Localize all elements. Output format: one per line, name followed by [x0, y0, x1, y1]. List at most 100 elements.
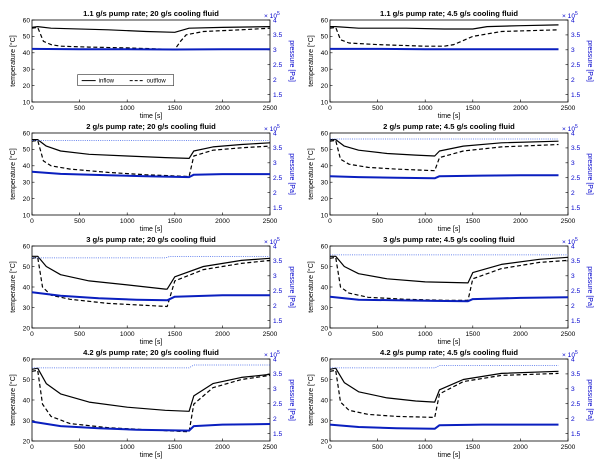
- y2-tick-label: 4: [571, 17, 575, 24]
- x-tick-label: 0: [328, 105, 332, 112]
- x-tick-label: 0: [328, 218, 332, 225]
- y-tick-label: 20: [23, 325, 31, 332]
- y2-tick-label: 3: [571, 386, 575, 393]
- y-tick-label: 50: [23, 34, 31, 41]
- chart-panel-4: 2 g/s pump rate; 4.5 g/s cooling fluid 0 5…: [307, 122, 593, 233]
- plot-frame: [329, 132, 569, 216]
- y2-tick-label: 3.5: [273, 371, 282, 378]
- panel-title: 4.2 g/s pump rate; 4.5 g/s cooling fluid: [380, 348, 518, 357]
- x-tick-label: 2500: [263, 331, 278, 338]
- y2-tick-label: 3: [571, 160, 575, 167]
- y-tick-label: 40: [23, 50, 31, 57]
- x-tick-label: 1000: [418, 331, 433, 338]
- x-tick-label: 1000: [120, 218, 135, 225]
- y2-exponent-label: × 105: [264, 11, 280, 20]
- series-line-inflow: [330, 24, 559, 30]
- x-tick-label: 0: [328, 444, 332, 451]
- pressure-line: [329, 423, 559, 430]
- x-tick-label: 1000: [120, 331, 135, 338]
- y-tick-label: 50: [23, 377, 31, 384]
- y2-tick-label: 3: [273, 47, 277, 54]
- y-tick-label: 60: [321, 130, 329, 137]
- y-tick-label: 20: [23, 196, 31, 203]
- x-tick-label: 1500: [465, 444, 480, 451]
- y-tick-label: 30: [321, 418, 329, 425]
- chart-panel-6: 3 g/s pump rate; 4.5 g/s cooling fluid 0 5…: [307, 235, 593, 346]
- y2-tick-label: 2.5: [571, 62, 580, 69]
- x-axis-label: time [s]: [438, 452, 461, 459]
- x-axis-label: time [s]: [438, 113, 461, 120]
- y-tick-label: 40: [321, 163, 329, 170]
- y-tick-label: 40: [23, 397, 31, 404]
- y2-tick-label: 2.5: [273, 175, 282, 182]
- y2-tick-label: 3: [273, 273, 277, 280]
- y-tick-label: 40: [321, 284, 329, 291]
- y-tick-label: 50: [23, 264, 31, 271]
- x-tick-label: 2000: [215, 331, 230, 338]
- y2-tick-label: 3: [571, 273, 575, 280]
- y2-tick-label: 1.5: [273, 205, 282, 212]
- x-axis-label: time [s]: [140, 226, 163, 233]
- y2-tick-label: 2: [273, 303, 277, 310]
- x-tick-label: 1500: [167, 218, 182, 225]
- x-tick-label: 0: [328, 331, 332, 338]
- y-axis-label: temperature [°C]: [9, 374, 17, 425]
- y-tick-label: 60: [23, 356, 31, 363]
- legend-label-inflow: inflow: [99, 79, 115, 85]
- y2-tick-label: 2.5: [273, 401, 282, 408]
- y2-tick-label: 1.5: [273, 318, 282, 325]
- y2-tick-label: 4: [273, 17, 277, 24]
- y-tick-label: 10: [321, 99, 329, 106]
- y-tick-label: 60: [321, 356, 329, 363]
- y2-tick-label: 1.5: [273, 92, 282, 99]
- y2-tick-label: 2: [273, 416, 277, 423]
- x-tick-label: 2500: [561, 331, 576, 338]
- y2-tick-label: 1.5: [571, 92, 580, 99]
- x-tick-label: 2500: [561, 444, 576, 451]
- y-axis-label: temperature [°C]: [307, 374, 315, 425]
- x-tick-label: 500: [74, 218, 85, 225]
- y2-tick-label: 3.5: [273, 32, 282, 39]
- y-tick-label: 50: [321, 147, 329, 154]
- y-axis-label: temperature [°C]: [9, 148, 17, 199]
- y-tick-label: 50: [23, 147, 31, 154]
- y-tick-label: 30: [23, 180, 31, 187]
- y2-tick-label: 4: [273, 356, 277, 363]
- y-tick-label: 40: [321, 397, 329, 404]
- y-tick-label: 30: [321, 67, 329, 74]
- y2-tick-label: 3.5: [571, 145, 580, 152]
- panel-title: 2 g/s pump rate; 4.5 g/s cooling fluid: [383, 122, 515, 131]
- y-tick-label: 30: [23, 67, 31, 74]
- y2-tick-label: 1.5: [571, 318, 580, 325]
- y2-exponent-label: × 105: [264, 124, 280, 133]
- y-tick-label: 40: [23, 163, 31, 170]
- y2-tick-label: 2: [273, 77, 277, 84]
- y2-tick-label: 2: [571, 416, 575, 423]
- y2-tick-label: 3.5: [571, 371, 580, 378]
- x-tick-label: 0: [30, 444, 34, 451]
- series-line-outflow: [329, 26, 559, 47]
- y2-axis-label: pressure [Pa]: [288, 266, 295, 308]
- y2-tick-label: 2.5: [571, 175, 580, 182]
- x-tick-label: 1500: [465, 331, 480, 338]
- y2-tick-label: 4: [571, 243, 575, 250]
- y2-tick-label: 2.5: [273, 288, 282, 295]
- y2-tick-label: 4: [571, 130, 575, 137]
- y-axis-label: temperature [°C]: [307, 35, 315, 86]
- x-tick-label: 2000: [215, 444, 230, 451]
- panel-title: 3 g/s pump rate; 20 g/s cooling fluid: [86, 235, 216, 244]
- x-axis-label: time [s]: [140, 339, 163, 346]
- legend-box: [77, 74, 174, 86]
- y2-tick-label: 3.5: [273, 258, 282, 265]
- y2-exponent-label: × 105: [264, 350, 280, 359]
- y2-exponent-label: × 105: [264, 237, 280, 246]
- y-axis-label: temperature [°C]: [9, 35, 17, 86]
- y2-tick-label: 3.5: [273, 145, 282, 152]
- chart-panel-7: 4.2 g/s pump rate; 20 g/s cooling fluid 0…: [9, 348, 295, 459]
- pressure-line: [31, 420, 271, 432]
- y2-tick-label: 3.5: [571, 32, 580, 39]
- y2-tick-label: 1.5: [571, 205, 580, 212]
- y-tick-label: 10: [23, 212, 31, 219]
- pressure-line: [31, 291, 270, 302]
